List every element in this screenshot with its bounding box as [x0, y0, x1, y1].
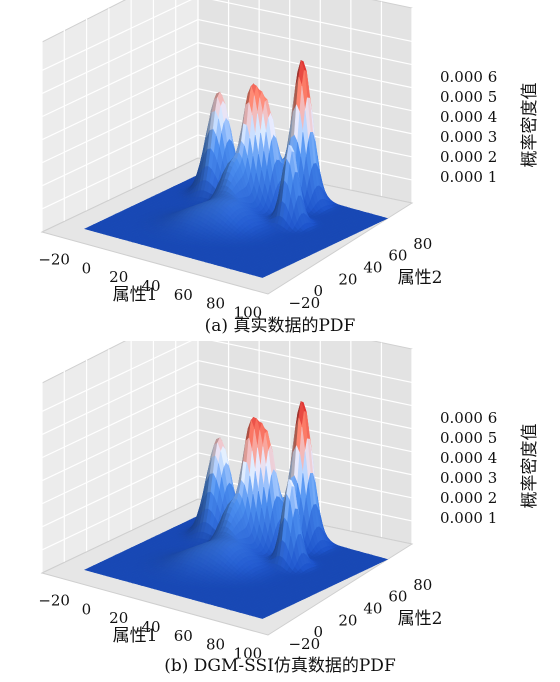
y-tick-label: 20: [338, 611, 357, 629]
x-ticks-b: −20 0 20 40 60 80 100: [38, 591, 262, 662]
y-tick-label: 0: [313, 623, 323, 641]
y-tick-label: −20: [288, 635, 320, 653]
y-tick-label: 60: [388, 588, 407, 606]
z-tick-label: 0.000 2: [440, 148, 497, 166]
y-tick-label: 40: [363, 259, 382, 277]
z-tick-label: 0.000 5: [440, 88, 497, 106]
z-tick-label: 0.000 4: [440, 108, 497, 126]
x-tick-label: −20: [38, 591, 70, 609]
y-tick-label: 60: [388, 247, 407, 265]
z-axis-label: 概率密度值: [520, 83, 540, 168]
x-tick-label: 40: [141, 277, 160, 295]
surface-a: [84, 60, 389, 278]
z-tick-label: 0.000 3: [440, 128, 497, 146]
y-ticks-a: −200 20 40 60 80: [288, 235, 432, 312]
chart-caption-b: (b) DGM-SSI仿真数据的PDF: [164, 656, 396, 676]
x-tick-label: 20: [109, 268, 128, 286]
y-axis-label: 属性2: [398, 268, 443, 288]
z-ticks-a: 0.000 1 0.000 2 0.000 3 0.000 4 0.000 5 0.000…: [440, 68, 497, 186]
x-tick-label: 80: [206, 295, 225, 313]
x-tick-label: 40: [141, 618, 160, 636]
y-tick-label: 80: [413, 576, 432, 594]
y-tick-label: 0: [313, 282, 323, 300]
x-tick-label: 0: [82, 259, 92, 277]
x-axis-label: 属性1: [113, 285, 158, 305]
x-tick-label: 60: [174, 286, 193, 304]
y-tick-label: −20: [288, 294, 320, 312]
z-tick-label: 0.000 1: [440, 168, 497, 186]
z-tick-label: 0.000 6: [440, 409, 497, 427]
wall-grid-a: [41, 0, 413, 232]
z-tick-label: 0.000 4: [440, 449, 497, 467]
x-tick-label: 100: [234, 304, 263, 322]
y-ticks-b: −200 20 40 60 80: [288, 576, 432, 653]
z-tick-label: 0.000 2: [440, 489, 497, 507]
x-tick-label: 0: [82, 600, 92, 618]
y-tick-label: 20: [338, 270, 357, 288]
y-tick-label: 40: [363, 600, 382, 618]
x-tick-label: 60: [174, 627, 193, 645]
x-axis-label: 属性1: [113, 626, 158, 646]
y-tick-label: 80: [413, 235, 432, 253]
z-tick-label: 0.000 3: [440, 469, 497, 487]
z-tick-label: 0.000 6: [440, 68, 497, 86]
x-tick-label: −20: [38, 250, 70, 268]
surface-b: [84, 401, 389, 619]
x-tick-label: 100: [234, 645, 263, 663]
y-axis-label: 属性2: [398, 609, 443, 629]
chart-caption-a: (a) 真实数据的PDF: [204, 316, 356, 336]
chart-panel-a: −20 0 20 40 60 80 100 −20 0 20 40 60 80 0.000 1 0.000 …: [38, 0, 540, 336]
z-axis-label: 概率密度值: [520, 424, 540, 509]
x-ticks-a: −20 0 20 40 60 80 100: [38, 250, 262, 321]
x-tick-label: 20: [109, 609, 128, 627]
x-tick-label: 80: [206, 636, 225, 654]
chart-panel-b: −20 0 20 40 60 80 100 −20 0 20 40 60 80 0.000 1 0.000 …: [0, 341, 560, 682]
z-tick-label: 0.000 5: [440, 429, 497, 447]
z-tick-label: 0.000 1: [440, 509, 497, 527]
z-ticks-b: 0.000 1 0.000 2 0.000 3 0.000 4 0.000 5 0.000…: [440, 409, 497, 527]
